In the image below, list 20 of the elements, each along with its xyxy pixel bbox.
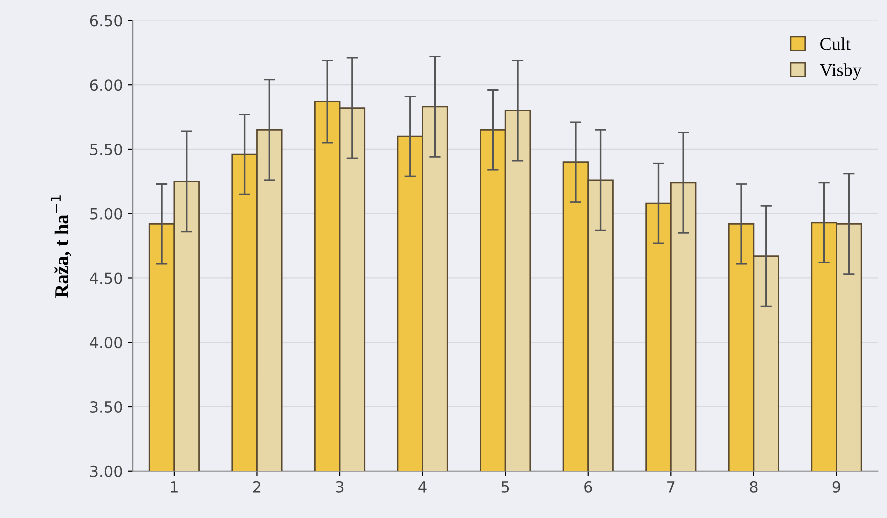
x-tick-label: 2: [253, 481, 261, 493]
y-tick-label: 3.50: [90, 401, 122, 414]
y-tick-label: 6.00: [90, 80, 122, 92]
x-tick-label: 6: [584, 481, 592, 493]
x-tick-label: 9: [832, 481, 841, 493]
y-tick-label: 5.00: [90, 208, 122, 220]
x-tick-label: 7: [668, 482, 675, 493]
x-tick-label: 5: [502, 482, 510, 493]
legend-label: Visby: [820, 64, 862, 80]
x-tick-label: 4: [418, 482, 427, 493]
x-tick-label: 8: [750, 481, 758, 493]
y-tick-label: 4.50: [90, 272, 122, 284]
x-tick-label: 3: [336, 481, 344, 493]
x-tick-label: 1: [171, 482, 178, 493]
y-tick-label: 3.00: [90, 466, 122, 478]
y-tick-label: 5.50: [90, 144, 122, 156]
legend-label: Cult: [820, 38, 851, 50]
y-tick-label: 6.50: [90, 15, 122, 27]
y-tick-label: 4.00: [90, 337, 122, 349]
y-axis-title: Raža, t ha$^{−1}$: [51, 196, 72, 298]
